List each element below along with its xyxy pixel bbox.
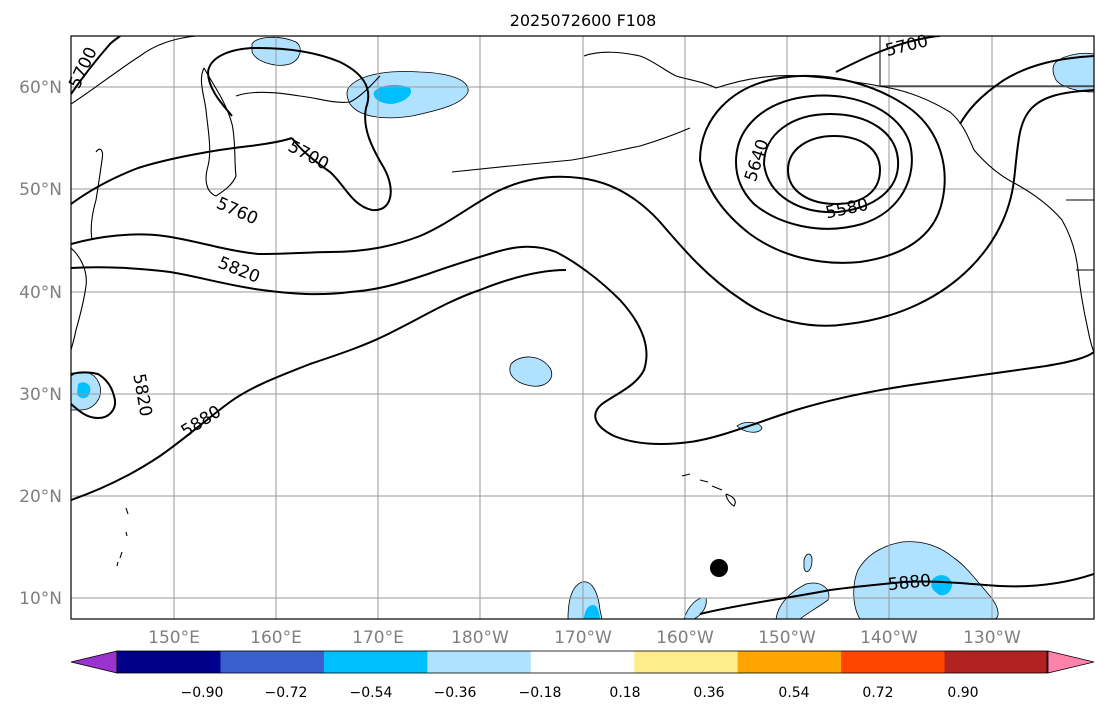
lat-label-10n: 10°N: [19, 589, 62, 609]
longitude-labels: 150°E 160°E 170°E 180°W 170°W 160°W 150°…: [148, 628, 1021, 648]
colorbar-extend-high: [1047, 650, 1095, 674]
colorbar-segment: [737, 651, 842, 673]
contour-5880-south: [699, 573, 1094, 615]
contour-low-5640: [734, 94, 913, 230]
lon-label-170e: 170°E: [352, 628, 404, 648]
coast-sakhalin: [90, 148, 104, 241]
colorbar-segments: [70, 650, 1095, 674]
colorbar-segment: [841, 651, 946, 673]
colorbar-segment: [944, 651, 1049, 673]
lon-label-170w: 170°W: [554, 628, 612, 648]
shade-south-1-core: [584, 604, 600, 619]
coast-us-west: [1077, 269, 1094, 353]
colorbar-extend-low: [70, 650, 118, 674]
colorbar-tick-label: 0.36: [693, 685, 724, 701]
contour-5820-west: [71, 371, 116, 420]
coast-asia-north: [71, 36, 197, 105]
contour-label-5880-south: 5880: [887, 571, 932, 595]
lat-label-20n: 20°N: [19, 487, 62, 507]
shade-south-3b: [803, 553, 813, 573]
shade-okhotsk-core: [373, 84, 412, 104]
coastlines: [71, 36, 1094, 567]
contour-5820: [71, 245, 1094, 445]
shade-hawaii-north: [736, 422, 763, 433]
coast-alaska-west: [583, 51, 717, 89]
colorbar-tick-label: 0.90: [947, 685, 978, 701]
colorbar-tick-label: 0.72: [862, 685, 893, 701]
colorbar-segment: [323, 651, 428, 673]
coast-chukotka: [235, 75, 381, 103]
colorbar-segment: [427, 651, 532, 673]
contour-5700-east: [835, 36, 941, 73]
contour-low-5610: [762, 112, 900, 214]
anomaly-shading: [71, 36, 1094, 619]
shade-south-4-core: [931, 575, 952, 596]
lon-label-180w: 180°W: [451, 628, 509, 648]
coast-bc: [973, 149, 1079, 271]
colorbar-tick-label: 0.18: [609, 685, 640, 701]
colorbar-tick-label: −0.90: [181, 685, 224, 701]
shade-canada-west: [1052, 52, 1094, 93]
graticule: [71, 36, 1094, 619]
contour-low-outer: [698, 74, 946, 264]
contour-5700-ridge: [959, 55, 1094, 125]
lat-label-50n: 50°N: [19, 180, 62, 200]
figure-title: 2025072600 F108: [510, 11, 657, 30]
colorbar-ticks: −0.90 −0.72 −0.54 −0.36 −0.18 0.18 0.36 …: [181, 685, 979, 701]
colorbar: −0.90 −0.72 −0.54 −0.36 −0.18 0.18 0.36 …: [70, 650, 1095, 701]
colorbar-segment: [634, 651, 739, 673]
contour-5700-west: [71, 137, 293, 205]
colorbar-tick-label: 0.54: [778, 685, 809, 701]
coast-kamchatka: [200, 67, 237, 197]
lat-label-30n: 30°N: [19, 385, 62, 405]
colorbar-tick-label: −0.18: [519, 685, 562, 701]
storm-position-marker: [710, 559, 728, 577]
coast-hawaii: [681, 473, 736, 507]
colorbar-segment: [117, 651, 221, 673]
coast-alaska-gulf: [715, 75, 975, 151]
colorbar-segment: [530, 651, 635, 673]
lat-label-60n: 60°N: [19, 78, 62, 98]
coast-marianas: [116, 507, 129, 567]
coast-aleutians: [451, 127, 691, 173]
border-alaska-canada: [879, 36, 1094, 87]
contour-5880-west: [71, 269, 567, 501]
lon-label-160w: 160°W: [656, 628, 714, 648]
colorbar-segment: [220, 651, 325, 673]
colorbar-tick-label: −0.36: [434, 685, 477, 701]
lon-label-150w: 150°W: [758, 628, 816, 648]
colorbar-tick-label: −0.72: [265, 685, 308, 701]
border-canada-us: [1066, 199, 1094, 271]
lon-label-160e: 160°E: [250, 628, 302, 648]
coast-japan: [71, 247, 87, 351]
contour-5700-loop: [206, 46, 392, 212]
lat-label-40n: 40°N: [19, 283, 62, 303]
contour-5760: [71, 89, 1094, 327]
shade-south-4: [853, 541, 999, 619]
colorbar-frame: [116, 650, 1048, 674]
colorbar-tick-label: −0.54: [350, 685, 393, 701]
lon-label-140w: 140°W: [860, 628, 918, 648]
contour-low-5580: [786, 134, 882, 206]
lon-label-150e: 150°E: [148, 628, 200, 648]
political-borders: [879, 36, 1094, 271]
height-contours: [71, 36, 1094, 615]
contour-5700-nw: [71, 36, 121, 95]
latitude-labels: 60°N 50°N 40°N 30°N 20°N 10°N: [19, 78, 62, 609]
shade-midpacific: [509, 356, 553, 387]
map-area: [71, 36, 1094, 619]
map-frame: [70, 35, 1095, 620]
lon-label-130w: 130°W: [963, 628, 1021, 648]
